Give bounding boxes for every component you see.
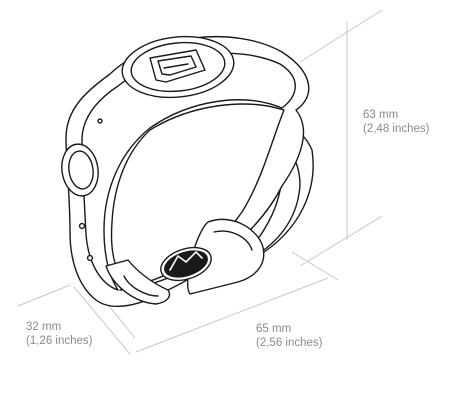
logo-mark-icon xyxy=(149,49,206,83)
side-dot xyxy=(97,118,103,124)
depth-metric: 32 mm xyxy=(26,321,62,333)
depth-dimension-label: 32 mm (1,26 inches) xyxy=(26,320,92,348)
emblem-top xyxy=(121,35,235,99)
depth-imperial: (1,26 inches) xyxy=(26,335,93,347)
clasp xyxy=(105,218,265,305)
wristband-outline xyxy=(61,35,314,307)
height-bottom-extension xyxy=(299,215,383,267)
height-imperial: (2,48 inches) xyxy=(363,123,430,135)
height-dimension-label: 63 mm (2,48 inches) xyxy=(363,108,429,136)
height-metric: 63 mm xyxy=(363,109,399,121)
width-dimension-line xyxy=(135,277,329,353)
side-dot xyxy=(86,254,94,262)
depth-front-extension xyxy=(73,286,131,355)
side-dot xyxy=(78,222,86,230)
width-imperial: (2,56 inches) xyxy=(256,337,323,349)
depth-dimension-line xyxy=(17,284,71,307)
side-port xyxy=(61,143,99,197)
clasp-badge-icon xyxy=(160,246,212,282)
logo-mark-inner-icon xyxy=(157,55,197,76)
width-right-extension xyxy=(291,251,339,281)
height-top-extension xyxy=(299,9,383,63)
width-dimension-label: 65 mm (2,56 inches) xyxy=(256,322,322,350)
width-metric: 65 mm xyxy=(256,323,292,335)
